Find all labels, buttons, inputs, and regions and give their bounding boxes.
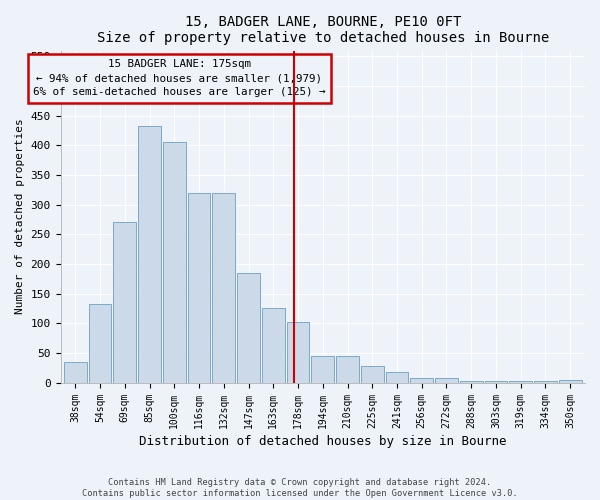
Y-axis label: Number of detached properties: Number of detached properties [15,118,25,314]
Bar [113,222,136,382]
Bar [138,126,161,382]
Bar [64,362,87,382]
Bar [163,142,186,382]
Text: Contains HM Land Registry data © Crown copyright and database right 2024.
Contai: Contains HM Land Registry data © Crown c… [82,478,518,498]
Bar [485,381,508,382]
Bar [361,366,383,382]
Bar [559,380,581,382]
Bar [212,193,235,382]
Bar [311,356,334,382]
Bar [336,356,359,382]
Text: 15 BADGER LANE: 175sqm
← 94% of detached houses are smaller (1,979)
6% of semi-d: 15 BADGER LANE: 175sqm ← 94% of detached… [33,60,326,98]
Title: 15, BADGER LANE, BOURNE, PE10 0FT
Size of property relative to detached houses i: 15, BADGER LANE, BOURNE, PE10 0FT Size o… [97,15,549,45]
Bar [262,308,284,382]
Bar [435,378,458,382]
X-axis label: Distribution of detached houses by size in Bourne: Distribution of detached houses by size … [139,434,506,448]
Bar [460,381,482,382]
Bar [188,193,211,382]
Bar [410,378,433,382]
Bar [287,322,310,382]
Bar [237,274,260,382]
Bar [89,304,112,382]
Bar [386,372,409,382]
